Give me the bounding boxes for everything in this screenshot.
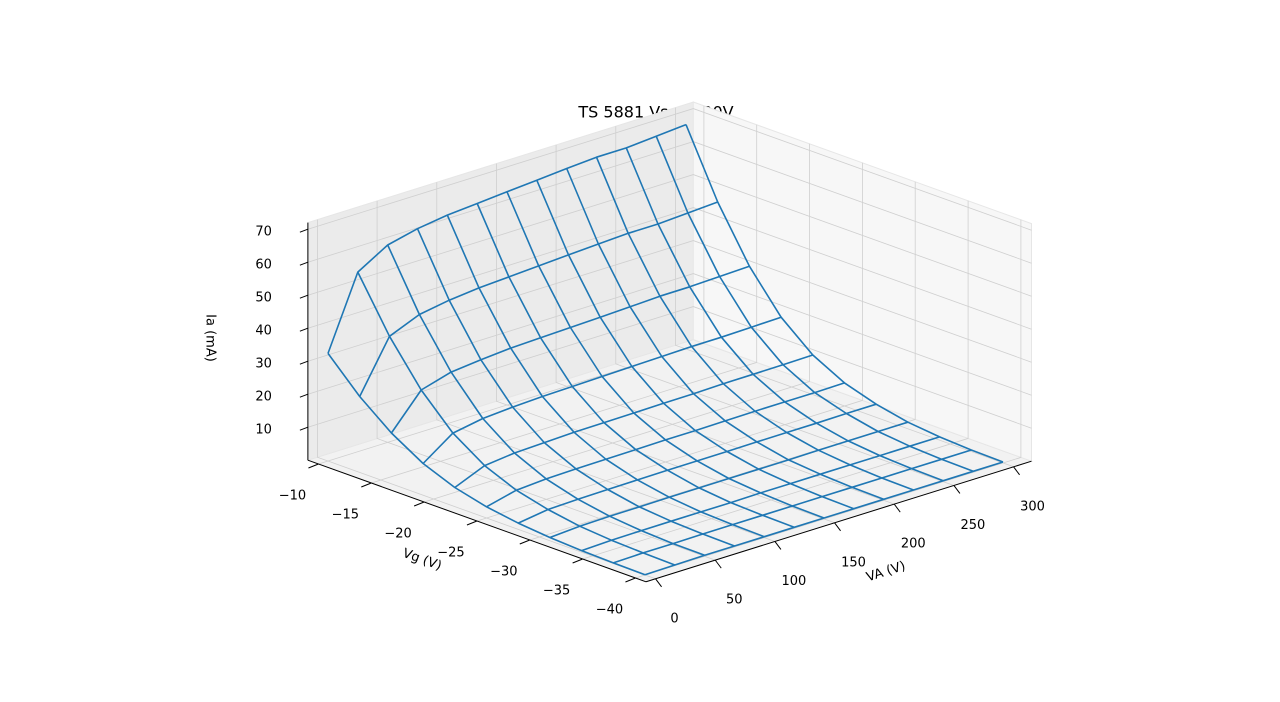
wire-column	[655, 135, 974, 473]
grid-line	[307, 273, 1032, 396]
z-tick	[299, 327, 309, 332]
y-tick-label: −10	[279, 488, 306, 503]
grid-line	[376, 200, 716, 561]
z-tick-label: 20	[255, 390, 272, 405]
x-tick-label: 250	[960, 518, 985, 533]
grid-line	[436, 182, 776, 542]
grid-line	[582, 200, 969, 560]
x-tick-label: 50	[726, 593, 743, 608]
y-tick	[361, 482, 372, 488]
z-axis-label: Ia (mA)	[203, 314, 218, 362]
y-tick-label: −30	[490, 564, 517, 579]
grid-line	[635, 219, 1022, 579]
z-tick	[299, 393, 309, 398]
x-tick	[834, 522, 841, 532]
grid-line	[675, 107, 1014, 468]
y-tick-label: −15	[332, 507, 359, 522]
y-tick	[413, 501, 425, 507]
z-tick	[299, 294, 309, 299]
wire-column	[386, 244, 705, 557]
grid-line	[307, 207, 1032, 330]
x-tick	[893, 503, 901, 513]
y-tick	[519, 539, 530, 545]
z-tick-label: 40	[255, 324, 272, 339]
y-tick-label: −25	[437, 545, 464, 560]
wire-column	[595, 156, 914, 491]
wire-column	[506, 191, 825, 519]
y-tick-label: −20	[384, 526, 411, 541]
z-tick	[299, 261, 309, 266]
x-tick-label: 0	[670, 611, 678, 626]
x-tick	[953, 485, 961, 494]
wire-column	[625, 147, 944, 482]
z-tick	[299, 360, 309, 365]
x-tick-label: 150	[841, 555, 866, 570]
y-tick	[308, 463, 319, 469]
y-tick-label: −40	[596, 602, 623, 617]
grid-line	[307, 174, 1032, 297]
z-tick	[299, 228, 309, 233]
x-axis-label: VA (V)	[865, 559, 908, 586]
grid-line	[371, 124, 758, 484]
x-tick-label: 300	[1020, 499, 1045, 514]
z-tick-label: 60	[255, 258, 272, 273]
z-tick-label: 70	[255, 225, 272, 240]
z-tick-label: 30	[255, 357, 272, 372]
x-axis-line	[645, 460, 1032, 583]
x-tick	[714, 559, 722, 569]
x-tick-label: 200	[901, 537, 926, 552]
x-tick	[1013, 466, 1020, 476]
grid-line	[495, 163, 835, 524]
z-tick-label: 10	[255, 423, 272, 438]
y-tick	[625, 577, 636, 583]
grid-line	[307, 108, 1032, 231]
z-tick	[299, 426, 309, 431]
wire-column	[416, 228, 735, 547]
wire-column	[327, 352, 646, 576]
grid-line	[476, 162, 863, 522]
z-tick-label: 50	[255, 291, 272, 306]
wire-column	[565, 168, 884, 501]
wire-column	[357, 271, 676, 566]
grid-line	[316, 219, 656, 580]
wire-column	[536, 179, 855, 510]
x-tick	[655, 578, 662, 588]
wire-column	[446, 214, 765, 538]
grid-line	[307, 240, 1032, 363]
grid-line	[529, 181, 916, 541]
x-tick-label: 100	[781, 574, 806, 589]
y-tick	[466, 520, 478, 526]
wire-column	[476, 203, 795, 529]
wire-column	[685, 124, 1004, 463]
y-tick	[572, 558, 583, 564]
grid-line	[307, 306, 1032, 429]
x-tick	[774, 541, 782, 550]
grid-line	[423, 143, 810, 503]
y-tick-label: −35	[543, 583, 570, 598]
